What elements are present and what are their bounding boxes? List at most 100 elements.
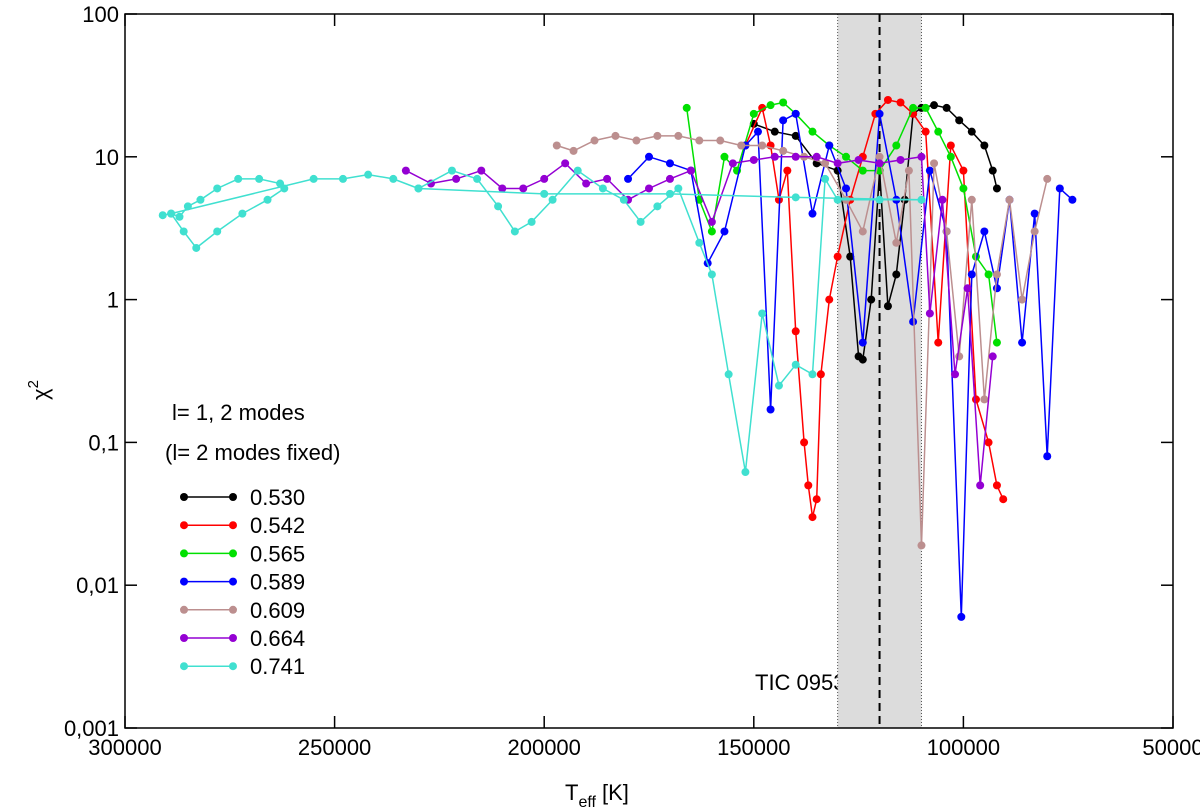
data-point xyxy=(812,152,821,161)
data-point xyxy=(309,174,318,183)
y-axis-label: χ2 xyxy=(25,380,53,400)
data-point xyxy=(938,195,947,204)
data-point xyxy=(992,184,1001,193)
data-point xyxy=(992,284,1001,293)
data-point xyxy=(779,146,788,155)
data-point xyxy=(728,159,737,168)
x-tick-label: 50000 xyxy=(1142,735,1200,760)
legend-marker xyxy=(180,662,188,671)
data-point xyxy=(653,131,662,140)
data-point xyxy=(1043,452,1052,461)
data-point xyxy=(364,170,373,179)
data-point xyxy=(766,101,775,110)
data-point xyxy=(892,141,901,150)
legend-marker xyxy=(180,521,188,530)
data-point xyxy=(573,166,582,175)
data-point xyxy=(875,195,884,204)
data-point xyxy=(867,295,876,304)
data-point xyxy=(988,352,997,361)
data-point xyxy=(821,159,830,168)
data-point xyxy=(988,166,997,175)
data-point xyxy=(665,159,674,168)
data-point xyxy=(338,174,347,183)
data-point xyxy=(645,184,653,193)
data-point xyxy=(724,370,733,379)
data-point xyxy=(389,174,398,183)
data-point xyxy=(858,338,867,347)
data-point xyxy=(665,189,674,198)
data-point xyxy=(741,468,750,477)
data-point xyxy=(804,481,813,490)
data-point xyxy=(833,159,842,168)
x-tick-label: 250000 xyxy=(298,735,371,760)
y-label-sup: 2 xyxy=(25,380,42,388)
x-label-main: T xyxy=(565,780,578,805)
data-point xyxy=(167,209,176,218)
data-point xyxy=(783,166,792,175)
data-point xyxy=(770,127,779,136)
data-point xyxy=(808,127,817,136)
data-point xyxy=(519,184,528,193)
data-point xyxy=(959,166,968,175)
data-point xyxy=(665,174,674,183)
data-point xyxy=(632,136,641,145)
data-point xyxy=(976,481,985,490)
data-point xyxy=(540,174,549,183)
data-point xyxy=(183,202,192,211)
legend-marker xyxy=(229,662,237,671)
legend-label: 0.542 xyxy=(250,513,305,538)
y-tick-label: 0,01 xyxy=(76,573,119,598)
legend-label: 0.741 xyxy=(250,654,305,679)
y-tick-label: 1 xyxy=(107,288,119,313)
y-label-main: χ xyxy=(28,388,53,400)
y-tick-label: 10 xyxy=(95,145,119,170)
x-tick-label: 200000 xyxy=(507,735,580,760)
data-point xyxy=(875,152,884,161)
data-point xyxy=(774,381,783,390)
data-point xyxy=(192,243,201,252)
data-point xyxy=(816,370,825,379)
legend-marker xyxy=(180,605,188,614)
data-point xyxy=(917,541,926,550)
data-point xyxy=(1030,209,1039,218)
y-tick-label: 100 xyxy=(82,2,119,27)
data-point xyxy=(766,405,775,414)
data-point xyxy=(930,159,939,168)
data-point xyxy=(510,227,519,236)
data-point xyxy=(791,109,800,118)
data-point xyxy=(720,227,729,236)
data-point xyxy=(980,141,989,150)
data-point xyxy=(892,238,901,247)
data-point xyxy=(234,174,243,183)
data-point xyxy=(921,127,930,136)
data-point xyxy=(800,438,809,447)
legend-marker xyxy=(229,605,237,614)
data-point xyxy=(255,174,264,183)
data-point xyxy=(909,103,918,112)
legend-marker xyxy=(180,577,188,586)
data-point xyxy=(846,252,855,261)
data-point xyxy=(695,136,704,145)
data-point xyxy=(548,195,557,204)
x-axis-label: Teff [K] xyxy=(565,780,629,811)
data-point xyxy=(808,513,817,522)
data-point xyxy=(904,166,913,175)
y-tick-label: 0,1 xyxy=(88,430,119,455)
data-point xyxy=(540,189,549,198)
data-point xyxy=(213,227,222,236)
data-point xyxy=(603,174,612,183)
data-point xyxy=(967,270,976,279)
x-tick-label: 300000 xyxy=(88,735,161,760)
data-point xyxy=(624,174,633,183)
x-tick-label: 150000 xyxy=(717,735,790,760)
data-point xyxy=(179,227,188,236)
data-point xyxy=(992,481,1001,490)
legend-label: 0.589 xyxy=(250,570,305,595)
data-point xyxy=(854,155,863,164)
data-point xyxy=(619,195,628,204)
data-point xyxy=(925,309,934,318)
data-point xyxy=(770,152,779,161)
data-point xyxy=(779,98,788,107)
legend-label: 0.664 xyxy=(250,626,305,651)
